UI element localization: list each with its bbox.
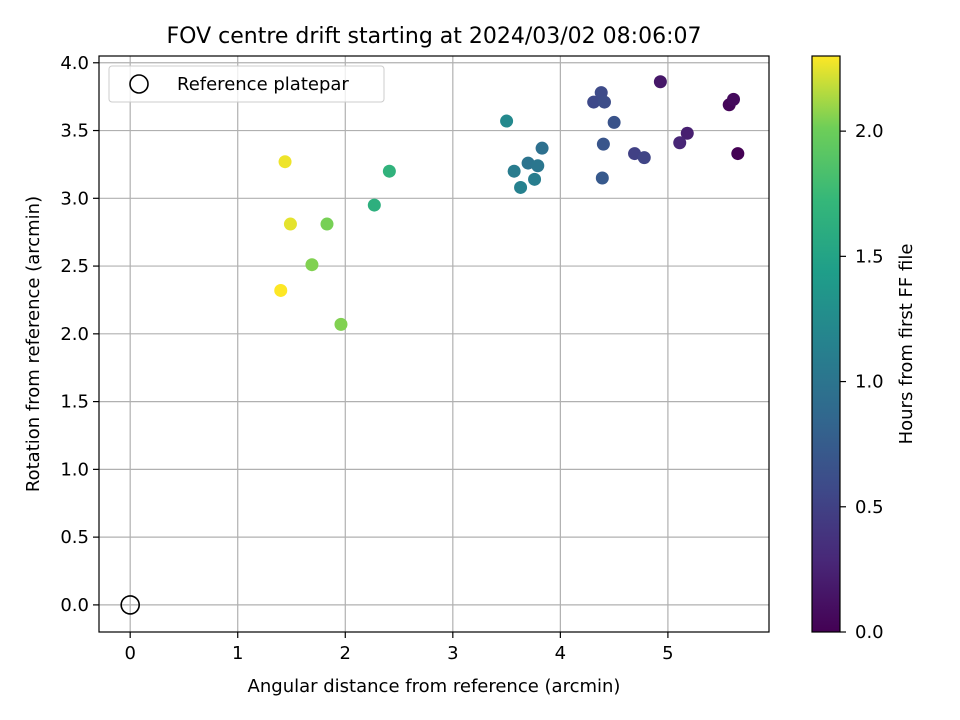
x-tick-label: 1: [232, 643, 243, 664]
data-point: [283, 217, 297, 231]
reference-platepar-marker: [120, 595, 140, 615]
data-point: [673, 136, 687, 150]
colorbar-tick-label: 1.0: [855, 372, 884, 393]
x-axis-label: Angular distance from reference (arcmin): [248, 676, 621, 697]
y-tick-label: 2.5: [60, 256, 89, 277]
chart-title: FOV centre drift starting at 2024/03/02 …: [167, 24, 702, 49]
grid-lines: [99, 56, 769, 632]
legend-label: Reference platepar: [177, 74, 349, 95]
plot-frame: [98, 55, 770, 633]
legend-marker-icon: [129, 74, 149, 94]
data-point: [278, 155, 292, 169]
data-point: [305, 258, 319, 272]
data-point: [587, 95, 601, 109]
y-tick-label: 4.0: [60, 53, 89, 74]
x-tick-label: 4: [555, 643, 566, 664]
y-tick-label: 0.0: [60, 595, 89, 616]
y-tick-label: 3.0: [60, 188, 89, 209]
x-tick-label: 0: [124, 643, 135, 664]
y-axis-label: Rotation from reference (arcmin): [23, 196, 44, 492]
y-tick-label: 1.5: [60, 392, 89, 413]
data-point: [680, 126, 694, 140]
x-tick-label: 2: [340, 643, 351, 664]
colorbar-tick-label: 1.5: [855, 246, 884, 267]
data-point: [334, 317, 348, 331]
data-point: [727, 92, 741, 106]
data-point: [535, 141, 549, 155]
colorbar-tick-label: 0.5: [855, 497, 884, 518]
data-point: [514, 180, 528, 194]
data-point: [653, 75, 667, 89]
colorbar-label: Hours from first FF file: [896, 244, 917, 445]
y-axis-ticks: 0.0 0.5 1.0 1.5 2.0 2.5 3.0 3.5 4.0: [60, 53, 99, 616]
x-tick-label: 5: [662, 643, 673, 664]
x-axis-ticks: 0 1 2 3 4 5: [124, 632, 674, 664]
data-point: [500, 114, 514, 128]
legend: Reference platepar: [108, 65, 385, 103]
data-point: [607, 115, 621, 129]
legend-box: [108, 65, 385, 103]
colorbar-ticks: 0.0 0.5 1.0 1.5 2.0: [840, 121, 884, 643]
data-point: [596, 137, 610, 151]
data-points: [274, 75, 745, 331]
data-point: [637, 151, 651, 165]
y-tick-label: 3.5: [60, 121, 89, 142]
data-point: [595, 171, 609, 185]
data-point: [507, 164, 521, 178]
data-point: [597, 95, 611, 109]
data-point: [320, 217, 334, 231]
x-tick-label: 3: [447, 643, 458, 664]
y-tick-label: 0.5: [60, 527, 89, 548]
y-tick-label: 1.0: [60, 459, 89, 480]
y-tick-label: 2.0: [60, 324, 89, 345]
data-point: [367, 198, 381, 212]
data-point: [531, 159, 545, 173]
colorbar: [811, 55, 841, 633]
data-point: [382, 164, 396, 178]
data-point: [731, 147, 745, 161]
data-point: [528, 172, 542, 186]
colorbar-tick-label: 0.0: [855, 622, 884, 643]
colorbar-tick-label: 2.0: [855, 121, 884, 142]
data-point: [274, 283, 288, 297]
